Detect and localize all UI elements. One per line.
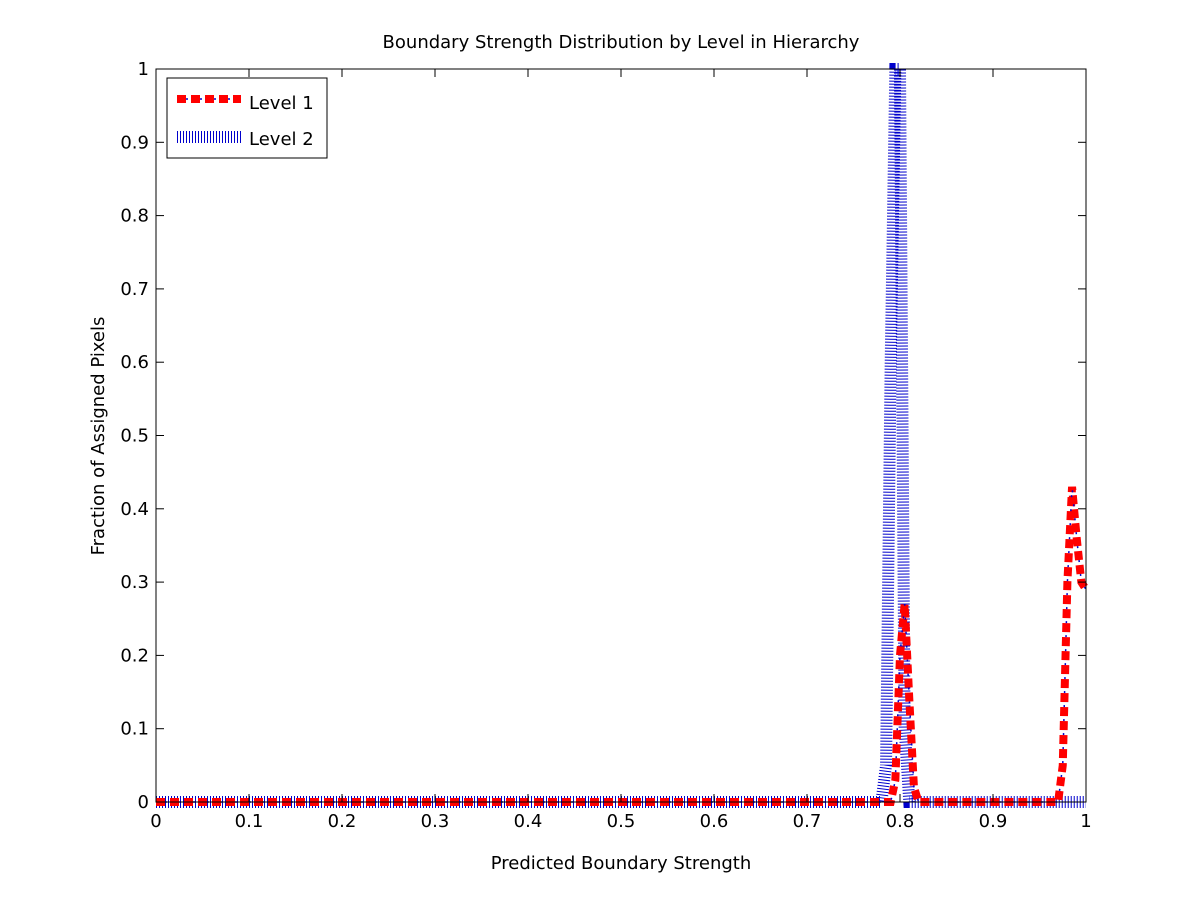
y-tick-label: 0.6	[120, 352, 149, 373]
legend: Level 1 Level 2	[166, 77, 328, 159]
x-tick-label: 0.4	[514, 811, 543, 832]
y-tick-label: 0.1	[120, 719, 149, 740]
y-tick-label: 0.7	[120, 279, 149, 300]
x-tick-label: 0.9	[979, 811, 1008, 832]
x-tick-label: 0.3	[421, 811, 450, 832]
y-axis-label: Fraction of Assigned Pixels	[88, 317, 109, 556]
x-tick-label: 1	[1080, 811, 1091, 832]
x-tick-label: 0	[150, 811, 161, 832]
x-tick-label: 0.5	[607, 811, 636, 832]
legend-box	[166, 77, 328, 159]
legend-label-level-1: Level 1	[249, 93, 314, 114]
x-tick-label: 0.8	[886, 811, 915, 832]
legend-label-level-2: Level 2	[249, 129, 314, 150]
ticks-layer: 0 0.1 0.2 0.3 0.4 0.5 0.6 0.7 0.8 0.9 1 0 0.1 0.2 0.3 0…	[120, 59, 1091, 832]
y-tick-label: 0.5	[120, 426, 149, 447]
chart-title: Boundary Strength Distribution by Level …	[383, 32, 860, 53]
y-tick-label: 0.9	[120, 132, 149, 153]
x-tick-label: 0.7	[793, 811, 822, 832]
y-tick-label: 0.8	[120, 206, 149, 227]
y-tick-label: 0.3	[120, 572, 149, 593]
x-tick-label: 0.2	[328, 811, 357, 832]
x-tick-label: 0.6	[700, 811, 729, 832]
y-tick-label: 1	[138, 59, 149, 80]
y-tick-label: 0.4	[120, 499, 149, 520]
y-tick-label: 0	[138, 792, 149, 813]
y-tick-label: 0.2	[120, 645, 149, 666]
x-axis-label: Predicted Boundary Strength	[491, 853, 752, 874]
x-tick-label: 0.1	[235, 811, 264, 832]
plot-area	[156, 69, 1086, 802]
series-level-1-line	[156, 486, 1090, 806]
